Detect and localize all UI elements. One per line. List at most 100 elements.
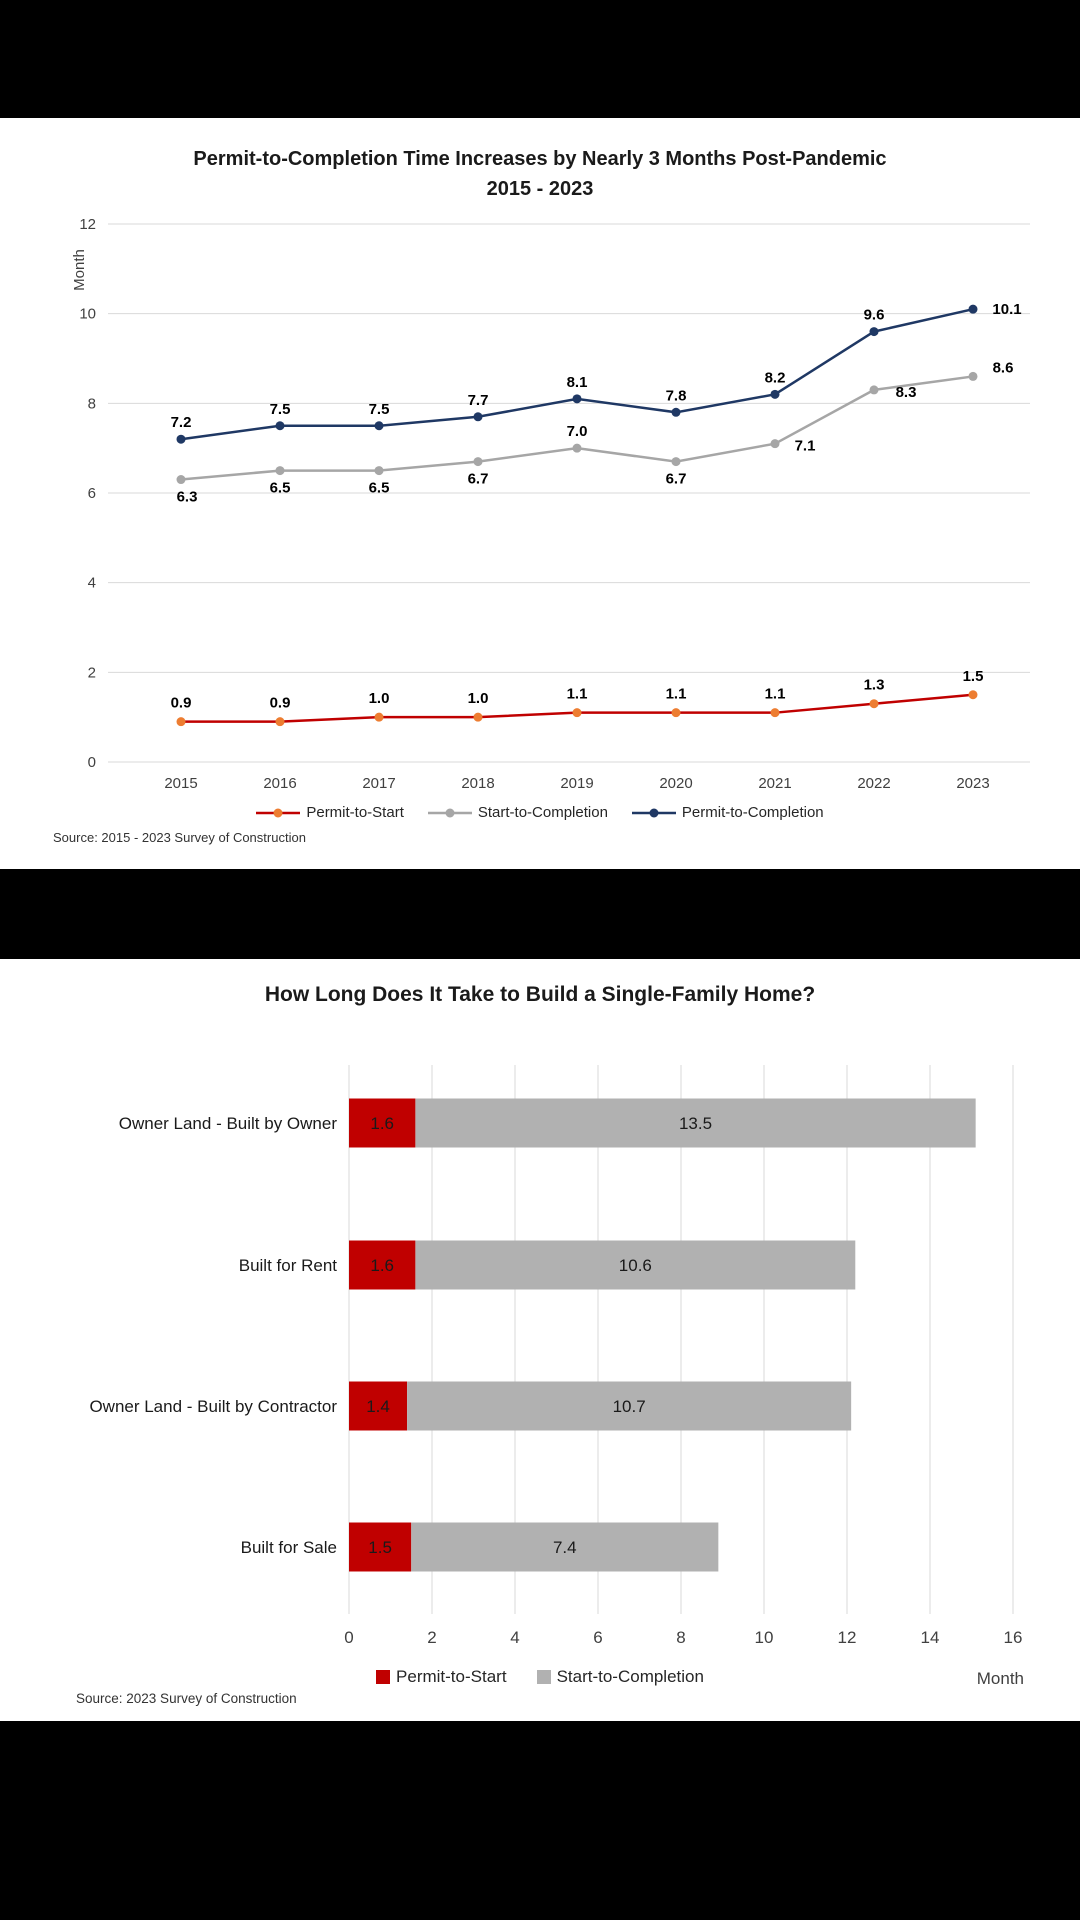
data-label: 9.6 bbox=[864, 307, 885, 324]
data-label: 7.7 bbox=[468, 392, 489, 409]
data-label: 1.5 bbox=[963, 668, 984, 685]
legend-item: Permit-to-Completion bbox=[631, 804, 824, 821]
x-tick-label: 2019 bbox=[560, 775, 593, 792]
x-tick-label: 2018 bbox=[461, 775, 494, 792]
data-point bbox=[869, 699, 879, 709]
x-tick-label: 2022 bbox=[857, 775, 890, 792]
legend-label: Start-to-Completion bbox=[556, 1667, 704, 1686]
line-chart: 0 2 4 6 8 10 12 Month 2015 2016 2017 2018 2019 2020 20… bbox=[71, 216, 1030, 792]
x-tick-label: 8 bbox=[676, 1628, 685, 1647]
legend-marker bbox=[273, 808, 283, 817]
data-point bbox=[176, 475, 186, 485]
legend-marker bbox=[649, 808, 659, 817]
x-tick-label: 2016 bbox=[263, 775, 296, 792]
data-point bbox=[572, 394, 582, 404]
line-chart-legend: Permit-to-Start Start-to-Completion Permit… bbox=[0, 804, 1080, 821]
data-label: 7.5 bbox=[270, 401, 291, 418]
bar-chart-legend: Permit-to-Start Start-to-Completion bbox=[0, 1667, 1080, 1687]
x-tick-label: 12 bbox=[838, 1628, 857, 1647]
x-tick-label: 2021 bbox=[758, 775, 791, 792]
bar-segment bbox=[411, 1522, 719, 1572]
data-point bbox=[572, 708, 582, 718]
data-point bbox=[671, 407, 681, 417]
y-tick-label: 0 bbox=[88, 754, 96, 771]
legend-label: Permit-to-Start bbox=[396, 1667, 507, 1686]
legend-item: Start-to-Completion bbox=[427, 804, 608, 821]
line-chart-subtitle: 2015 - 2023 bbox=[486, 178, 594, 200]
x-tick-label: 2 bbox=[427, 1628, 436, 1647]
x-tick-label: 2020 bbox=[659, 775, 692, 792]
data-label: 8.6 bbox=[993, 359, 1014, 376]
x-tick-label: 6 bbox=[593, 1628, 602, 1647]
data-label: 6.3 bbox=[177, 489, 198, 506]
data-point bbox=[473, 412, 483, 422]
data-point bbox=[473, 712, 483, 722]
data-label: 1.1 bbox=[567, 686, 588, 703]
category-label: Owner Land - Built by Owner bbox=[119, 1114, 338, 1133]
x-tick-label: 14 bbox=[921, 1628, 940, 1647]
data-point bbox=[275, 717, 285, 727]
y-tick-label: 12 bbox=[79, 216, 96, 233]
data-point bbox=[671, 457, 681, 467]
legend-line-glyph bbox=[631, 808, 676, 817]
legend-item: Start-to-Completion bbox=[536, 1667, 704, 1687]
y-tick-label: 2 bbox=[88, 664, 96, 681]
bar-segment bbox=[349, 1522, 412, 1572]
data-point bbox=[176, 434, 186, 444]
data-label: 0.9 bbox=[171, 695, 192, 712]
bar-chart: 0 2 4 6 8 10 12 14 16 Owner Land - Built by Owner… bbox=[89, 1065, 1022, 1647]
bar-segment bbox=[407, 1381, 852, 1431]
y-axis-title: Month bbox=[71, 249, 88, 291]
category-label: Built for Sale bbox=[241, 1538, 337, 1557]
data-point bbox=[275, 421, 285, 431]
data-label: 1.3 bbox=[864, 677, 885, 694]
bar-segment bbox=[415, 1098, 976, 1148]
line-chart-title: Permit-to-Completion Time Increases by N… bbox=[0, 144, 1080, 204]
data-label: 7.0 bbox=[567, 423, 588, 440]
bar-value-label: 1.4 bbox=[366, 1397, 390, 1416]
data-point bbox=[671, 708, 681, 718]
data-label: 8.2 bbox=[765, 369, 786, 386]
x-tick-label: 2017 bbox=[362, 775, 395, 792]
legend-item: Permit-to-Start bbox=[376, 1667, 507, 1687]
y-tick-label: 6 bbox=[88, 485, 96, 502]
data-point bbox=[770, 439, 780, 449]
legend-marker bbox=[445, 808, 455, 817]
line-chart-title-text: Permit-to-Completion Time Increases by N… bbox=[193, 148, 887, 170]
data-label: 7.5 bbox=[369, 401, 390, 418]
data-point bbox=[869, 385, 879, 395]
bar-value-label: 7.4 bbox=[553, 1538, 577, 1557]
data-label: 6.5 bbox=[369, 480, 390, 497]
y-tick-label: 4 bbox=[88, 575, 96, 592]
bar-chart-title: How Long Does It Take to Build a Single-… bbox=[264, 983, 816, 1006]
legend-line-glyph bbox=[427, 808, 472, 817]
data-point bbox=[770, 708, 780, 718]
data-label: 1.0 bbox=[468, 690, 489, 707]
x-tick-label: 4 bbox=[510, 1628, 519, 1647]
data-label: 7.8 bbox=[666, 387, 687, 404]
bar-value-label: 1.5 bbox=[368, 1538, 392, 1557]
bar-chart-x-axis-title: Month bbox=[976, 1669, 1024, 1688]
data-point bbox=[968, 304, 978, 314]
data-point bbox=[968, 690, 978, 700]
data-label: 6.7 bbox=[666, 471, 687, 488]
data-label: 8.3 bbox=[896, 384, 917, 401]
data-label: 0.9 bbox=[270, 695, 291, 712]
category-label: Built for Rent bbox=[239, 1256, 338, 1275]
data-point bbox=[572, 443, 582, 453]
bar-segment bbox=[415, 1240, 856, 1290]
x-tick-label: 10 bbox=[755, 1628, 774, 1647]
data-point bbox=[374, 466, 384, 476]
y-tick-label: 8 bbox=[88, 395, 96, 412]
data-label: 10.1 bbox=[992, 301, 1021, 318]
legend-label: Permit-to-Completion bbox=[681, 804, 824, 821]
data-point bbox=[968, 371, 978, 381]
bar-value-label: 1.6 bbox=[370, 1256, 394, 1275]
line-chart-panel: 0 2 4 6 8 10 12 Month 2015 2016 2017 2018 2019 2020 20… bbox=[0, 118, 1080, 869]
data-label: 1.1 bbox=[765, 686, 786, 703]
legend-item: Permit-to-Start bbox=[256, 804, 404, 821]
x-tick-label: 0 bbox=[344, 1628, 353, 1647]
bar-segment bbox=[349, 1240, 416, 1290]
bar-segment bbox=[349, 1098, 416, 1148]
data-label: 6.7 bbox=[468, 471, 489, 488]
